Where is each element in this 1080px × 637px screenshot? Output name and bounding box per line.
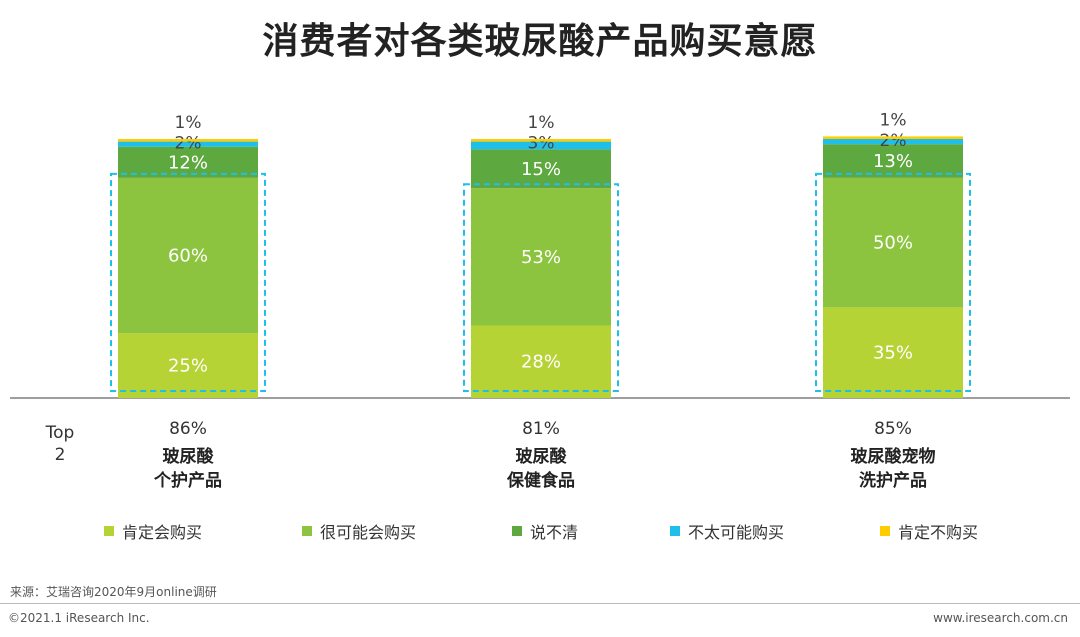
data-label-0-4: 1% bbox=[175, 113, 202, 133]
data-label-2-0: 35% bbox=[873, 343, 913, 364]
data-label-0-3: 2% bbox=[175, 134, 202, 154]
data-label-1-3: 3% bbox=[528, 134, 555, 154]
bar-segment-2-3 bbox=[823, 139, 963, 145]
source-note: 来源：艾瑞咨询2020年9月online调研 bbox=[10, 585, 217, 599]
bar-segment-1-3 bbox=[471, 141, 611, 150]
legend-swatch bbox=[670, 526, 680, 536]
category-label-0-0: 玻尿酸 bbox=[163, 446, 215, 467]
data-label-2-2: 13% bbox=[873, 151, 913, 172]
legend-item-definitely-not-buy: 肯定不购买 bbox=[880, 519, 978, 543]
bar-segment-0-3 bbox=[118, 141, 258, 147]
bar-segment-2-0 bbox=[823, 307, 963, 398]
data-label-1-4: 1% bbox=[528, 113, 555, 133]
bar-segment-1-2 bbox=[471, 149, 611, 189]
legend-label: 肯定会购买 bbox=[122, 523, 203, 542]
category-label-1-1: 保健食品 bbox=[506, 470, 575, 491]
stacked-bar-chart: 25%60%12%2%1%86%玻尿酸个护产品28%53%15%3%1%81%玻… bbox=[10, 110, 1070, 491]
legend-swatch bbox=[512, 526, 522, 536]
data-label-1-2: 15% bbox=[521, 159, 561, 180]
category-label-1-0: 玻尿酸 bbox=[516, 446, 568, 467]
category-label-2-1: 洗护产品 bbox=[859, 470, 927, 491]
legend-swatch bbox=[880, 526, 890, 536]
legend-item-unsure: 说不清 bbox=[512, 519, 578, 543]
category-label-0-1: 个护产品 bbox=[153, 470, 222, 491]
legend-item-definitely-buy: 肯定会购买 bbox=[104, 519, 202, 543]
bar-segment-1-0 bbox=[471, 325, 611, 398]
bar-segment-2-2 bbox=[823, 144, 963, 178]
data-label-0-0: 25% bbox=[168, 356, 208, 377]
footer-divider bbox=[0, 603, 1080, 604]
data-label-0-1: 60% bbox=[168, 246, 208, 267]
bar-segment-0-0 bbox=[118, 333, 258, 398]
chart-title: 消费者对各类玻尿酸产品购买意愿 bbox=[262, 21, 818, 62]
website-link[interactable]: www.iresearch.com.cn bbox=[933, 611, 1068, 625]
bar-segment-0-4 bbox=[118, 139, 258, 142]
category-label-2-0: 玻尿酸宠物 bbox=[851, 446, 936, 467]
top2-value-2: 85% bbox=[874, 419, 912, 439]
legend-label: 不太可能购买 bbox=[688, 523, 785, 542]
legend-item-unlikely-buy: 不太可能购买 bbox=[670, 519, 784, 543]
top2-label: Top 2 bbox=[45, 423, 75, 465]
legend-label: 很可能会购买 bbox=[320, 523, 417, 542]
bar-segment-0-2 bbox=[118, 146, 258, 178]
legend-item-likely-buy: 很可能会购买 bbox=[302, 519, 416, 543]
copyright: ©2021.1 iResearch Inc. bbox=[8, 611, 150, 625]
data-label-2-4: 1% bbox=[880, 110, 907, 130]
data-label-2-1: 50% bbox=[873, 233, 913, 254]
legend-swatch bbox=[302, 526, 312, 536]
data-label-2-3: 2% bbox=[880, 131, 907, 151]
bar-segment-1-4 bbox=[471, 139, 611, 142]
top2-value-0: 86% bbox=[169, 419, 207, 439]
top2-highlight-box-2 bbox=[815, 172, 971, 392]
bar-segment-2-1 bbox=[823, 177, 963, 308]
top2-highlight-box-0 bbox=[110, 172, 266, 392]
data-label-1-0: 28% bbox=[521, 352, 561, 373]
bar-segment-0-1 bbox=[118, 177, 258, 334]
legend-label: 说不清 bbox=[530, 523, 579, 542]
legend-label: 肯定不购买 bbox=[898, 523, 979, 542]
top2-value-1: 81% bbox=[522, 419, 560, 439]
data-label-1-1: 53% bbox=[521, 247, 561, 268]
data-label-0-2: 12% bbox=[168, 152, 208, 173]
bar-segment-2-4 bbox=[823, 136, 963, 139]
bar-segment-1-1 bbox=[471, 188, 611, 326]
legend-swatch bbox=[104, 526, 114, 536]
legend: 肯定会购买 很可能会购买 说不清 不太可能购买 肯定不购买 bbox=[0, 519, 1080, 543]
